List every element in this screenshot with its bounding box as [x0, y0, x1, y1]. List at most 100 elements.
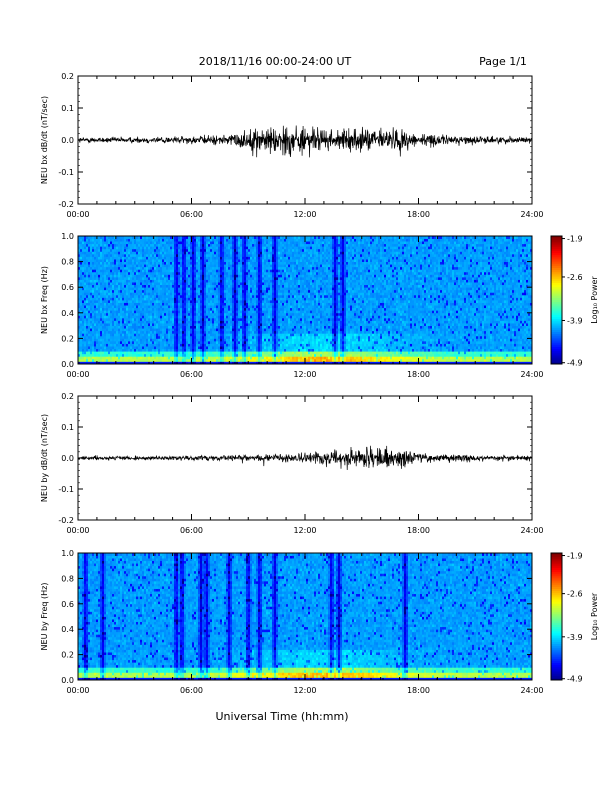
heatmap-cell	[208, 305, 211, 309]
heatmap-cell	[178, 251, 181, 255]
heatmap-cell	[140, 356, 143, 360]
heatmap-cell	[128, 236, 131, 239]
heatmap-cell	[164, 338, 167, 342]
heatmap-cell	[148, 238, 151, 242]
heatmap-cell	[132, 276, 135, 280]
heatmap-cell	[102, 253, 105, 257]
heatmap-cell	[146, 340, 149, 344]
heatmap-cell	[148, 236, 151, 239]
heatmap-cell	[138, 297, 141, 301]
heatmap-cell	[198, 297, 201, 301]
heatmap-cell	[128, 297, 131, 301]
heatmap-cell	[172, 284, 175, 288]
heatmap-cell	[182, 330, 185, 334]
heatmap-cell	[172, 294, 175, 298]
panel-1: -0.2-0.10.00.10.200:00 06:00 12:00 18:00 24:…	[40, 72, 544, 219]
heatmap-cell	[154, 340, 157, 344]
heatmap-cell	[204, 315, 207, 319]
heatmap-cell	[122, 305, 125, 309]
heatmap-cell	[166, 294, 169, 298]
heatmap-cell	[116, 333, 119, 337]
heatmap-cell	[144, 266, 147, 270]
heatmap-cell	[120, 320, 123, 324]
heatmap-cell	[104, 238, 107, 242]
heatmap-cell	[152, 297, 155, 301]
heatmap-cell	[96, 284, 99, 288]
heatmap-cell	[202, 340, 205, 344]
heatmap-cell	[162, 300, 165, 303]
heatmap-cell	[108, 351, 111, 355]
heatmap-cell	[146, 356, 149, 360]
heatmap-cell	[118, 361, 121, 365]
heatmap-cell	[100, 343, 103, 347]
heatmap-cell	[174, 340, 177, 344]
heatmap-cell	[206, 302, 209, 306]
heatmap-cell	[178, 358, 181, 362]
heatmap-cell	[128, 317, 131, 321]
heatmap-cell	[78, 307, 81, 311]
heatmap-cell	[196, 238, 199, 242]
heatmap-cell	[86, 328, 89, 332]
heatmap-cell	[188, 253, 191, 257]
heatmap-cell	[82, 300, 85, 303]
heatmap-cell	[106, 248, 109, 252]
heatmap-cell	[98, 264, 101, 268]
heatmap-cell	[154, 358, 157, 362]
heatmap-cell	[196, 253, 199, 257]
heatmap-cell	[128, 269, 131, 273]
heatmap-cell	[116, 292, 119, 296]
heatmap-cell	[96, 338, 99, 342]
heatmap-cell	[142, 310, 145, 314]
heatmap-cell	[202, 284, 205, 288]
heatmap-cell	[184, 279, 187, 283]
heatmap-cell	[210, 294, 213, 298]
heatmap-cell	[126, 328, 129, 332]
heatmap-cell	[100, 269, 103, 273]
heatmap-cell	[136, 320, 139, 324]
heatmap-cell	[100, 305, 103, 309]
heatmap-cell	[164, 353, 167, 357]
heatmap-cell	[92, 271, 95, 275]
heatmap-cell	[136, 328, 139, 332]
heatmap-cell	[132, 236, 135, 239]
heatmap-cell	[164, 330, 167, 334]
heatmap-cell	[78, 279, 81, 283]
heatmap-cell	[120, 333, 123, 337]
heatmap-cell	[138, 353, 141, 357]
heatmap-cell	[146, 300, 149, 303]
heatmap-cell	[140, 259, 143, 262]
heatmap-cell	[202, 294, 205, 298]
heatmap-cell	[82, 323, 85, 326]
heatmap-cell	[204, 248, 207, 252]
heatmap-cell	[108, 246, 111, 250]
heatmap-cell	[86, 302, 89, 306]
heatmap-cell	[88, 323, 91, 326]
heatmap-cell	[156, 253, 159, 257]
heatmap-cell	[132, 274, 135, 278]
heatmap-cell	[164, 348, 167, 352]
heatmap-cell	[210, 279, 213, 283]
heatmap-cell	[120, 256, 123, 260]
heatmap-cell	[140, 320, 143, 324]
heatmap-cell	[114, 248, 117, 252]
heatmap-cell	[96, 282, 99, 286]
heatmap-cell	[100, 333, 103, 337]
heatmap-cell	[98, 356, 101, 360]
heatmap-cell	[146, 266, 149, 270]
heatmap-cell	[94, 307, 97, 311]
heatmap-cell	[202, 241, 205, 245]
heatmap-cell	[164, 358, 167, 362]
heatmap-cell	[92, 256, 95, 260]
heatmap-cell	[124, 248, 127, 252]
heatmap-cell	[112, 343, 115, 347]
heatmap-cell	[194, 338, 197, 342]
heatmap-cell	[94, 279, 97, 283]
heatmap-cell	[126, 287, 129, 291]
heatmap-cell	[188, 346, 191, 350]
heatmap-cell	[128, 351, 131, 355]
heatmap-cell	[122, 315, 125, 319]
heatmap-cell	[180, 294, 183, 298]
heatmap-cell	[78, 292, 81, 296]
heatmap-cell	[202, 338, 205, 342]
heatmap-cell	[118, 248, 121, 252]
